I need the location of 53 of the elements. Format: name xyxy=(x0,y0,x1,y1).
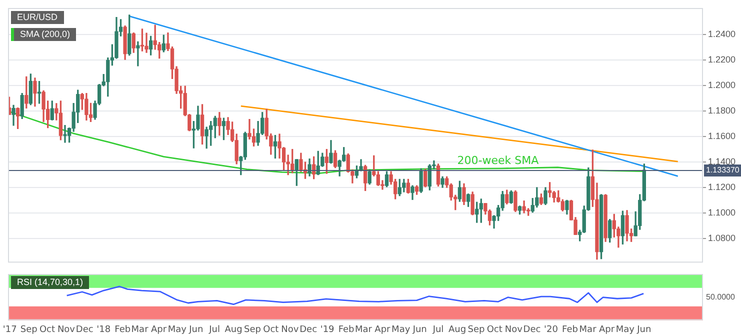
candlestick xyxy=(144,32,148,53)
x-tick-label: Mar xyxy=(579,324,597,335)
x-tick-label: Dec xyxy=(76,324,94,335)
x-tick-label: Nov xyxy=(281,324,300,335)
x-tick-label: Apr xyxy=(374,324,391,335)
x-tick-label: Nov xyxy=(504,324,524,335)
ref-line-label: 1.133370 xyxy=(706,166,740,175)
x-tick-label: Dec xyxy=(300,324,318,335)
x-tick-label: Aug xyxy=(224,324,242,335)
x-tick-label: Jun xyxy=(636,324,652,335)
text: EUR/USD xyxy=(11,11,64,24)
annotation: 200-week SMA xyxy=(457,154,540,167)
x-tick-label: Sep xyxy=(20,324,38,335)
x-tick-label: Aug xyxy=(448,324,466,335)
x-tick-label: Mar xyxy=(354,324,372,335)
x-tick-label: Dec xyxy=(523,324,541,335)
x-tick-label: Jul xyxy=(208,324,220,335)
x-tick-label: Feb xyxy=(338,324,355,335)
legend-label: SMA (200,0) xyxy=(11,28,76,41)
y-tick-label: 1.2400 xyxy=(708,29,736,40)
x-tick-label: Oct xyxy=(39,324,56,335)
x-tick-label: Feb xyxy=(562,324,578,335)
candlestick xyxy=(136,41,140,66)
x-tick-label: Feb xyxy=(114,324,131,335)
x-tick-label: '20 xyxy=(544,324,558,335)
x-tick-label: Jun xyxy=(188,324,204,335)
y-tick-label: 1.2200 xyxy=(708,54,736,65)
x-tick-label: Mar xyxy=(131,324,149,335)
y-tick-label: 1.0800 xyxy=(708,232,736,243)
x-tick-label: Jun xyxy=(412,324,427,335)
y-tick-label: 1.1200 xyxy=(708,182,736,192)
x-tick-label: Jul xyxy=(432,324,444,335)
x-tick-label: Oct xyxy=(486,324,503,335)
y-tick-label: 1.1000 xyxy=(708,207,736,218)
x-tick-label: Oct xyxy=(263,324,280,335)
x-tick-label: Sep xyxy=(468,324,485,335)
x-tick-label: May xyxy=(168,324,188,335)
x-tick-label: May xyxy=(392,324,411,335)
chart-title: RSI (14,70,30,1) xyxy=(11,276,90,289)
text: 50.0000 xyxy=(706,292,736,302)
x-tick-label: Sep xyxy=(244,324,262,335)
x-tick-label: Apr xyxy=(150,324,167,335)
x-tick-label: Apr xyxy=(598,324,615,335)
y-tick-label: 1.2000 xyxy=(708,80,736,90)
x-tick-label: '17 xyxy=(2,324,17,335)
x-tick-label: '19 xyxy=(320,324,335,335)
x-tick-label: May xyxy=(616,324,636,335)
candlestick xyxy=(63,125,67,143)
x-tick-label: '18 xyxy=(96,324,111,335)
y-tick-label: 1.1600 xyxy=(708,131,736,142)
x-tick-label: Nov xyxy=(57,324,76,335)
y-tick-label: 1.1400 xyxy=(708,156,736,167)
y-tick-label: 1.1800 xyxy=(708,106,736,116)
